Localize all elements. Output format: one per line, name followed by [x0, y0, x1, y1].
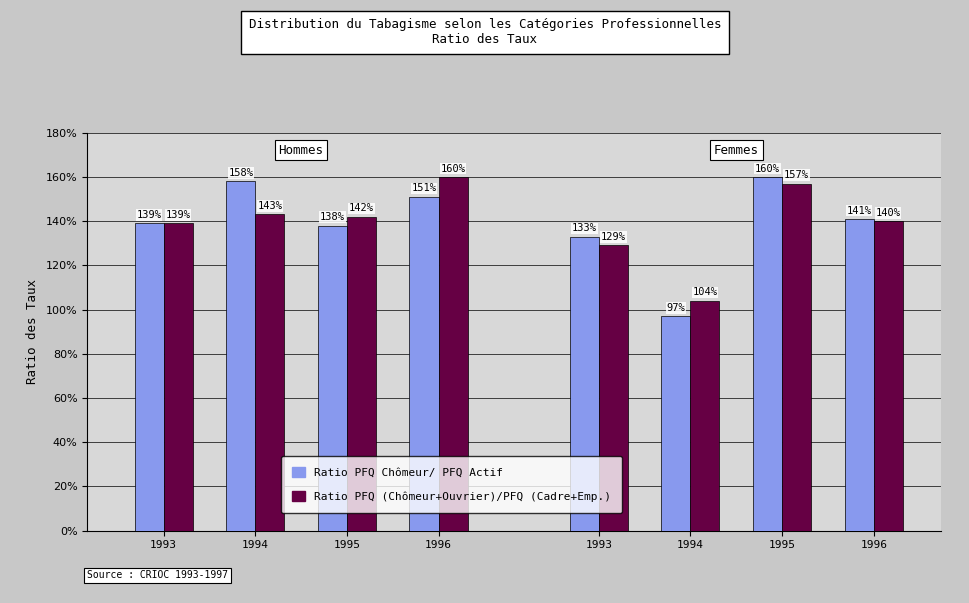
Text: 157%: 157% [783, 170, 808, 180]
Text: 139%: 139% [137, 210, 162, 220]
Bar [255, 215, 284, 531]
Text: 141%: 141% [846, 206, 871, 215]
Bar [690, 301, 719, 531]
Bar [226, 182, 255, 531]
Bar [752, 177, 781, 531]
Text: Femmes: Femmes [713, 144, 758, 157]
Text: Hommes: Hommes [278, 144, 324, 157]
Text: Distribution du Tabagisme selon les Catégories Professionnelles
Ratio des Taux: Distribution du Tabagisme selon les Caté… [248, 18, 721, 46]
Bar [873, 221, 902, 531]
Bar [318, 226, 347, 531]
Bar [844, 219, 873, 531]
Text: 160%: 160% [440, 163, 465, 174]
Text: Source : CRIOC 1993-1997: Source : CRIOC 1993-1997 [87, 570, 228, 581]
Legend: Ratio PFQ Chômeur/ PFQ Actif, Ratio PFQ (Chômeur+Ouvrier)/PFQ (Cadre+Emp.): Ratio PFQ Chômeur/ PFQ Actif, Ratio PFQ … [280, 456, 621, 513]
Text: 143%: 143% [257, 201, 282, 211]
Bar [598, 245, 627, 531]
Text: 158%: 158% [228, 168, 253, 178]
Text: 138%: 138% [320, 212, 345, 222]
Bar [164, 223, 193, 531]
Bar [409, 197, 438, 531]
Y-axis label: Ratio des Taux: Ratio des Taux [26, 279, 39, 384]
Text: 160%: 160% [754, 163, 779, 174]
Bar [569, 236, 598, 531]
Bar [135, 223, 164, 531]
Text: 133%: 133% [572, 223, 596, 233]
Text: 142%: 142% [349, 203, 373, 213]
Bar [347, 216, 376, 531]
Text: 104%: 104% [692, 288, 717, 297]
Text: 139%: 139% [166, 210, 191, 220]
Bar [781, 183, 810, 531]
Text: 140%: 140% [875, 208, 900, 218]
Text: 97%: 97% [666, 303, 685, 313]
Bar [661, 316, 690, 531]
Text: 129%: 129% [600, 232, 625, 242]
Bar [438, 177, 467, 531]
Text: 151%: 151% [411, 183, 436, 194]
